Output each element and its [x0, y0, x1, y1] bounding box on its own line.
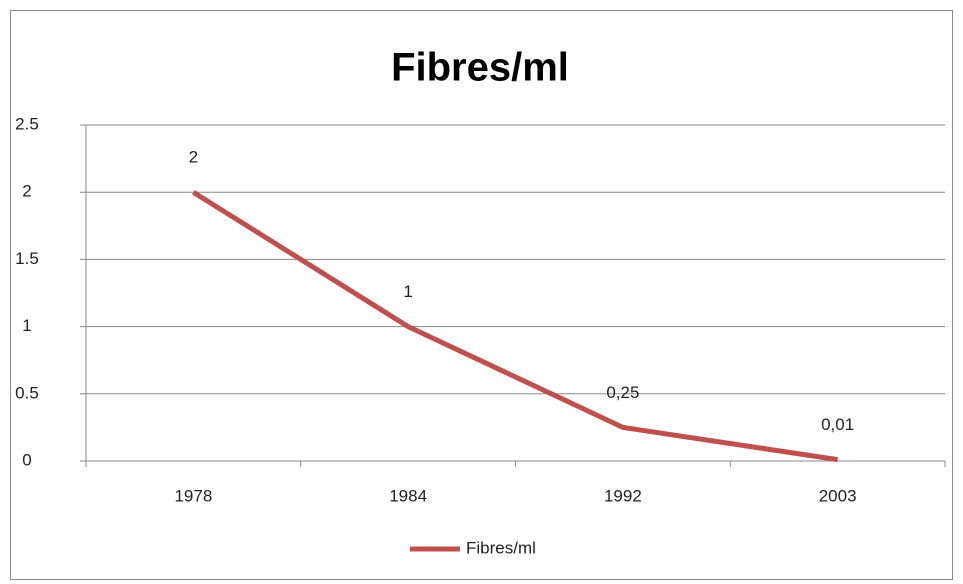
x-tick-label: 1992 [604, 486, 642, 505]
x-tick-label: 1978 [174, 486, 212, 505]
chart-title: Fibres/ml [391, 46, 569, 90]
y-tick-label: 0.5 [15, 383, 39, 402]
chart-frame [10, 10, 953, 580]
x-tick-label: 1984 [389, 486, 427, 505]
y-tick-label: 2 [22, 182, 31, 201]
data-label: 2 [189, 148, 198, 167]
y-tick-label: 1 [22, 316, 31, 335]
data-label: 0,01 [821, 415, 854, 434]
legend-label: Fibres/ml [466, 538, 536, 557]
y-tick-label: 1.5 [15, 249, 39, 268]
y-tick-label: 0 [22, 450, 31, 469]
data-line [192, 190, 838, 463]
y-tick-label: 2.5 [15, 114, 39, 133]
data-label: 1 [403, 282, 412, 301]
x-tick-label: 2003 [819, 486, 857, 505]
data-label: 0,25 [606, 383, 639, 402]
